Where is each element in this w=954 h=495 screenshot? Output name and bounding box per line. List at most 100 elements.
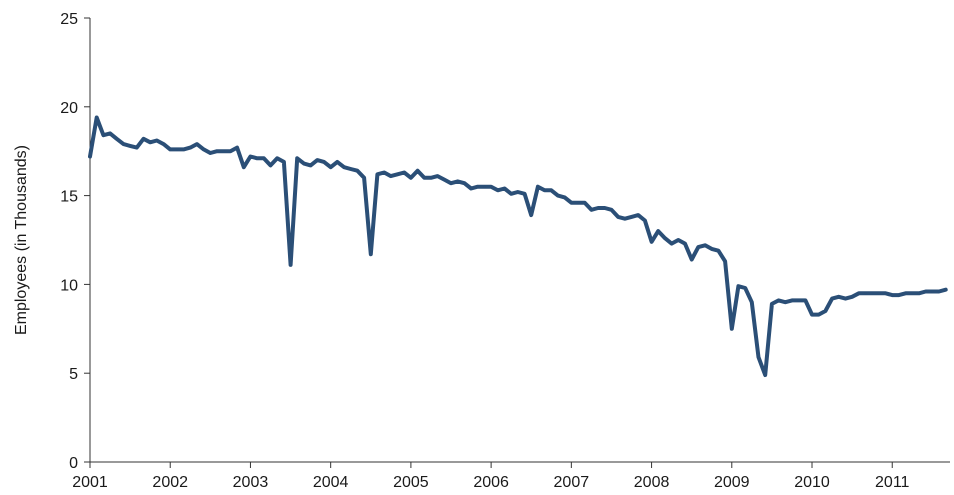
- data-point: [356, 169, 359, 172]
- data-point: [222, 150, 225, 153]
- data-point: [383, 171, 386, 174]
- data-point: [937, 290, 941, 293]
- data-point: [95, 116, 98, 119]
- data-point: [536, 185, 540, 188]
- data-point: [710, 247, 713, 251]
- data-point: [396, 173, 399, 176]
- x-tick-label: 2005: [393, 474, 429, 491]
- data-point: [282, 160, 286, 164]
- data-point: [563, 196, 566, 199]
- data-point: [169, 148, 172, 151]
- data-point: [737, 285, 740, 288]
- y-tick-label: 20: [60, 100, 78, 117]
- data-point: [844, 297, 847, 300]
- data-point: [530, 213, 533, 217]
- x-tick-label: 2004: [313, 474, 349, 491]
- data-point: [543, 189, 546, 192]
- data-point: [877, 292, 880, 295]
- data-point: [456, 180, 459, 183]
- data-point: [911, 292, 914, 295]
- data-point: [149, 141, 152, 144]
- data-point: [837, 295, 840, 298]
- data-point: [657, 229, 660, 233]
- x-tick-label: 2011: [875, 474, 910, 491]
- data-point: [917, 292, 921, 295]
- data-point: [429, 176, 433, 179]
- x-tick-label: 2009: [714, 474, 750, 491]
- data-point: [329, 166, 332, 169]
- data-point: [804, 299, 807, 302]
- x-tick-label: 2003: [233, 474, 269, 491]
- series-layer: [88, 115, 948, 377]
- x-tick-label: 2002: [152, 474, 188, 491]
- data-point: [897, 293, 901, 297]
- data-point: [850, 295, 854, 298]
- x-ticks: 2001 2002 2003 2004 2005 2006 2007 2008 2009 2010…: [72, 462, 910, 491]
- data-point: [643, 219, 647, 222]
- series-line-0: [88, 115, 948, 377]
- x-tick-label: 2006: [473, 474, 509, 491]
- data-point: [784, 301, 787, 304]
- data-point: [576, 201, 580, 204]
- data-point: [209, 151, 212, 155]
- data-point: [510, 192, 513, 195]
- data-point: [944, 288, 947, 291]
- data-point: [810, 313, 814, 316]
- data-point: [316, 158, 319, 162]
- data-point: [296, 157, 299, 160]
- data-point: [302, 162, 306, 165]
- data-point: [777, 299, 780, 302]
- data-point: [750, 301, 753, 304]
- data-point: [503, 187, 506, 190]
- data-point: [489, 185, 493, 188]
- x-tick-label: 2010: [794, 474, 830, 491]
- data-point: [623, 217, 627, 220]
- data-point: [195, 142, 199, 146]
- data-point: [570, 201, 573, 204]
- data-point: [443, 178, 446, 181]
- data-point: [884, 292, 887, 295]
- data-point: [409, 176, 413, 179]
- data-point: [723, 260, 727, 263]
- data-point: [142, 137, 145, 140]
- data-point: [242, 166, 245, 169]
- data-point: [824, 309, 827, 313]
- data-point: [403, 171, 406, 174]
- data-point: [663, 237, 667, 240]
- x-tick-label: 2001: [72, 474, 108, 491]
- data-point: [249, 155, 252, 158]
- data-point: [289, 263, 292, 267]
- x-tick-label: 2007: [554, 474, 590, 491]
- data-point: [931, 290, 934, 293]
- data-point: [463, 182, 466, 185]
- data-point: [276, 157, 279, 160]
- data-point: [476, 185, 479, 188]
- data-point: [610, 208, 613, 211]
- data-point: [128, 144, 132, 148]
- data-point: [556, 194, 560, 197]
- data-point: [650, 240, 653, 243]
- data-point: [483, 185, 486, 188]
- data-point: [590, 208, 593, 211]
- data-point: [88, 155, 92, 158]
- data-point: [389, 174, 392, 178]
- data-point: [523, 192, 526, 195]
- data-point: [469, 187, 473, 190]
- data-point: [162, 142, 165, 146]
- data-point: [108, 132, 112, 135]
- data-point: [362, 176, 366, 179]
- data-point: [122, 142, 125, 146]
- data-point: [817, 313, 820, 316]
- data-point: [864, 292, 867, 295]
- data-point: [744, 286, 747, 290]
- data-point: [603, 206, 606, 210]
- data-point: [436, 174, 439, 178]
- data-point: [336, 160, 339, 164]
- data-point: [262, 157, 265, 160]
- data-point: [423, 176, 426, 179]
- data-point: [309, 164, 312, 167]
- data-point: [730, 327, 733, 330]
- data-point: [229, 150, 232, 153]
- data-point: [717, 249, 720, 252]
